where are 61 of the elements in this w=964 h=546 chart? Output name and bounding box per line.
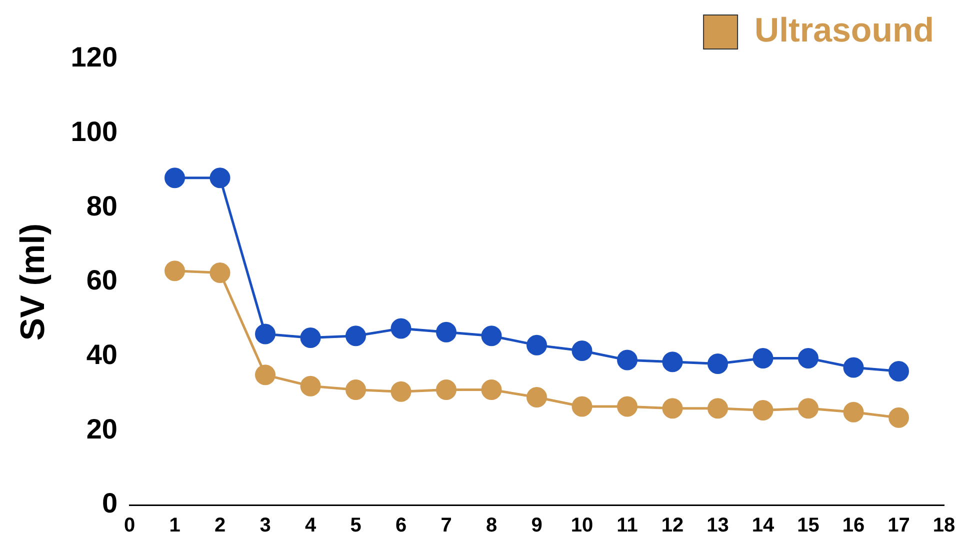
point bbox=[390, 318, 412, 339]
y-tick-label: 120 bbox=[70, 42, 118, 73]
point bbox=[390, 381, 412, 402]
x-tick-label: 10 bbox=[570, 514, 594, 537]
y-tick-label: 20 bbox=[86, 413, 118, 444]
point bbox=[255, 324, 276, 344]
point bbox=[798, 398, 819, 419]
point bbox=[481, 380, 502, 400]
point bbox=[662, 398, 683, 419]
x-tick-label: 3 bbox=[260, 514, 271, 537]
point bbox=[798, 348, 819, 368]
x-tick-label: 8 bbox=[486, 514, 498, 537]
point bbox=[888, 407, 909, 428]
point bbox=[436, 380, 457, 400]
x-tick-label: 0 bbox=[124, 514, 136, 537]
point bbox=[617, 396, 638, 417]
x-tick-label: 7 bbox=[440, 514, 452, 537]
y-tick-label: 80 bbox=[86, 190, 118, 222]
x-tick-label: 2 bbox=[214, 514, 226, 537]
x-tick-label: 17 bbox=[888, 514, 910, 537]
x-tick-label: 6 bbox=[395, 514, 407, 537]
point bbox=[346, 380, 366, 400]
x-tick-label: 12 bbox=[661, 514, 684, 537]
point bbox=[662, 352, 683, 372]
point bbox=[888, 360, 909, 382]
x-tick-label: 1 bbox=[169, 514, 180, 537]
point bbox=[617, 350, 638, 370]
point bbox=[210, 262, 230, 283]
point bbox=[572, 340, 592, 362]
point bbox=[572, 396, 592, 417]
point bbox=[843, 357, 864, 378]
y-tick-label: 60 bbox=[86, 264, 118, 296]
point bbox=[526, 334, 548, 356]
x-tick-label: 15 bbox=[797, 514, 820, 537]
y-tick-label: 100 bbox=[70, 116, 118, 148]
point bbox=[481, 326, 502, 346]
point bbox=[255, 364, 276, 386]
point bbox=[752, 400, 774, 420]
x-tick-label: 16 bbox=[842, 514, 865, 537]
point bbox=[164, 168, 186, 188]
point bbox=[210, 168, 230, 188]
point bbox=[436, 322, 457, 342]
point bbox=[300, 328, 321, 348]
x-tick-label: 14 bbox=[752, 514, 775, 537]
point bbox=[526, 386, 548, 408]
x-tick-label: 18 bbox=[932, 514, 956, 537]
point bbox=[164, 260, 186, 282]
x-tick-label: 13 bbox=[706, 514, 729, 537]
x-tick-label: 4 bbox=[304, 514, 317, 537]
y-axis-title: SV (ml) bbox=[14, 223, 52, 341]
x-tick-label: 5 bbox=[350, 514, 362, 537]
point bbox=[300, 376, 321, 396]
point bbox=[708, 354, 728, 374]
point bbox=[843, 402, 864, 422]
legend-label: Ultrasound bbox=[754, 11, 934, 50]
point bbox=[752, 348, 774, 368]
point bbox=[346, 326, 366, 346]
x-tick-label: 9 bbox=[531, 514, 542, 537]
y-tick-label: 40 bbox=[86, 339, 118, 370]
x-tick-label: 11 bbox=[616, 514, 638, 537]
point bbox=[708, 398, 728, 419]
